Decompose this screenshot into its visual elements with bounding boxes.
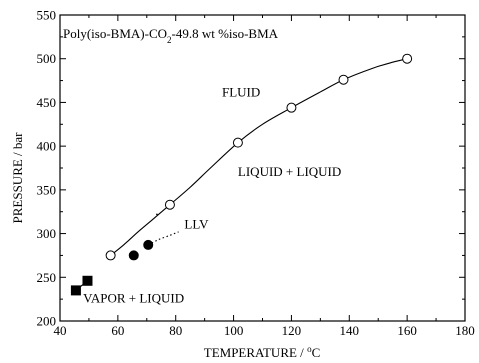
data-point-filled-square [70, 285, 81, 296]
data-point-open-circle [164, 199, 175, 210]
data-point-open-circle [338, 74, 349, 85]
chart-title: Poly(iso-BMA)-CO2-49.8 wt %iso-BMA [63, 26, 279, 45]
chart-title-rest: -49.8 wt %iso-BMA [172, 26, 279, 41]
x-tick-label: 40 [54, 323, 67, 338]
y-tick-label: 200 [37, 314, 57, 329]
chart-title-subscript: 2 [167, 35, 172, 45]
data-point-open-circle [286, 102, 297, 113]
y-tick-label: 400 [37, 139, 57, 154]
annotation-label: FLUID [222, 84, 260, 99]
stray-dot [156, 213, 158, 216]
x-tick-label: 140 [340, 323, 360, 338]
annotation-label: VAPOR + LIQUID [83, 291, 184, 306]
y-tick-label: 300 [37, 226, 57, 241]
x-tick-label: 100 [224, 323, 244, 338]
data-point-filled-square [82, 275, 93, 286]
x-axis-label-unit: C [312, 345, 321, 360]
data-point-open-circle [402, 53, 413, 64]
annotation-layer: FLUID LIQUID + LIQUID LLV VAPOR + LIQUID [83, 84, 341, 305]
point-layer [70, 53, 413, 296]
x-tick-label: 160 [397, 323, 417, 338]
y-tick-label: 500 [37, 51, 57, 66]
data-point-open-circle [105, 250, 116, 261]
data-point-filled-circle [128, 250, 139, 261]
x-axis-label: TEMPERATURE / oC [204, 344, 320, 360]
annotation-label: LIQUID + LIQUID [238, 164, 341, 179]
annotation-label: LLV [184, 216, 209, 231]
y-tick-label: 350 [37, 182, 57, 197]
y-tick-label: 250 [37, 270, 57, 285]
x-tick-label: 80 [169, 323, 182, 338]
tick-layer: 40 60 80 100 120 140 160 180 200 250 300 350 400 450 5… [37, 8, 475, 339]
data-point-open-circle [232, 137, 243, 148]
data-point-filled-circle [143, 239, 154, 250]
y-axis-label: PRESSURE / bar [10, 132, 25, 224]
plot-frame [59, 14, 466, 322]
x-tick-label: 180 [455, 323, 475, 338]
y-tick-label: 450 [37, 95, 57, 110]
chart-title-main: Poly(iso-BMA)-CO [63, 26, 167, 41]
y-tick-label: 550 [37, 8, 57, 23]
x-axis-label-degree: o [307, 344, 312, 354]
x-tick-label: 60 [111, 323, 124, 338]
x-axis-label-main: TEMPERATURE / [204, 345, 307, 360]
x-tick-label: 120 [282, 323, 302, 338]
